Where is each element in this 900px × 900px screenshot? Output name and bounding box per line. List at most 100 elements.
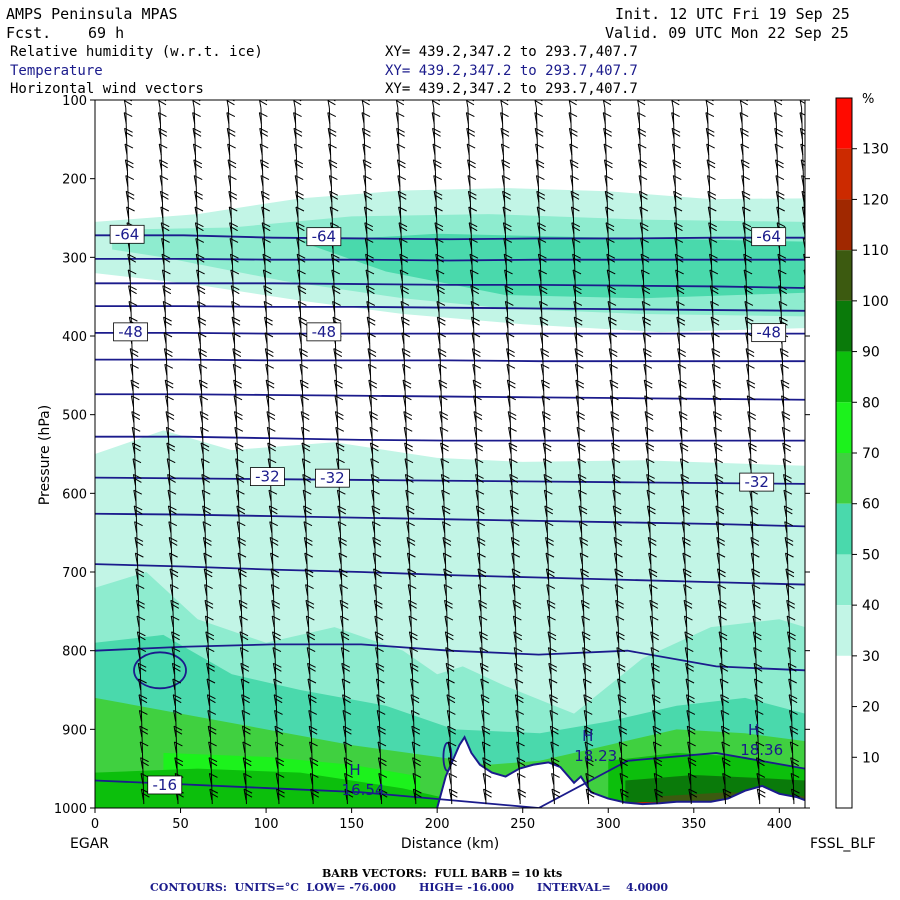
wind-barb-staff [275, 757, 279, 769]
wind-barb-flag [439, 395, 448, 401]
wind-barb-flag [506, 348, 515, 354]
wind-barb-flag [782, 458, 792, 464]
wind-barb-flag [746, 363, 755, 369]
wind-barb-flag [790, 741, 799, 747]
wind-barb-flag [343, 725, 352, 731]
wind-barb-half [227, 100, 235, 106]
wind-barb-staff [140, 773, 144, 785]
wind-barb-flag [137, 631, 146, 637]
wind-barb-flag [293, 112, 302, 118]
wind-barb-staff [653, 757, 657, 769]
wind-barb-flag [706, 143, 715, 149]
wind-barb-staff [272, 647, 276, 659]
wind-barb-staff [812, 600, 814, 611]
wind-barb-staff [482, 773, 486, 785]
wind-barb-flag [511, 536, 520, 542]
wind-barb-flag [271, 615, 281, 621]
wind-barb-half [466, 100, 475, 106]
wind-barb-flag [654, 788, 663, 794]
wind-barb-half [813, 573, 820, 577]
wind-barb-flag [507, 379, 516, 385]
wind-barb-staff [140, 789, 144, 801]
wind-barb-flag [237, 552, 247, 558]
wind-barb-flag [192, 127, 202, 133]
x-tick-label: 250 [510, 817, 535, 832]
wind-barb-flag [259, 112, 268, 118]
wind-barb-flag [787, 631, 796, 637]
wind-barb-flag [441, 474, 450, 479]
wind-barb-half [809, 416, 816, 420]
wind-barb-staff [705, 100, 708, 108]
wind-barb-flag [775, 175, 785, 180]
wind-barb-flag [306, 631, 315, 637]
wind-barb-flag [476, 505, 485, 511]
wind-barb-flag [550, 725, 559, 731]
wind-barb-staff [754, 678, 757, 691]
wind-barb-flag [266, 395, 275, 401]
wind-barb-staff [138, 710, 142, 722]
wind-barb-flag [807, 396, 815, 400]
wind-barb-staff [806, 333, 808, 344]
wind-barb-flag [577, 442, 586, 448]
wind-barb-staff [377, 726, 381, 738]
wind-barb-staff [479, 647, 483, 659]
wind-barb-flag [168, 536, 178, 542]
wind-barb-staff [447, 726, 451, 738]
wind-barb-flag [541, 395, 551, 401]
wind-barb-flag [714, 474, 724, 479]
wind-barb-flag [549, 694, 558, 700]
wind-barb-flag [404, 442, 413, 448]
barb-column-line [260, 107, 280, 805]
wind-barb-flag [271, 584, 280, 590]
wind-barb-staff [799, 100, 803, 108]
wind-barb-flag [748, 458, 758, 464]
field-name-rh: Relative humidity (w.r.t. ice) [10, 44, 263, 60]
contour-label-text: -64 [312, 228, 337, 246]
wind-barb-flag [788, 678, 797, 684]
wind-barb-flag [368, 395, 378, 401]
wind-barb-staff [208, 741, 212, 754]
wind-barb-staff [722, 789, 726, 801]
wind-barb-flag [799, 112, 805, 116]
wind-barb-flag [411, 710, 420, 715]
wind-barb-flag [474, 442, 483, 448]
wind-barb-flag [403, 395, 412, 401]
wind-barb-staff [813, 616, 815, 627]
wind-barb-flag [508, 442, 518, 448]
wind-barb-staff [637, 100, 640, 108]
wind-barb-flag [720, 694, 729, 700]
wind-barb-flag [687, 757, 697, 763]
wind-barb-staff [513, 631, 517, 643]
wind-barb-flag [193, 143, 202, 149]
wind-barb-flag [683, 584, 692, 590]
wind-barb-flag [165, 411, 175, 416]
wind-barb-flag [714, 458, 723, 464]
wind-barb-flag [810, 506, 818, 510]
wind-barb-flag [609, 348, 618, 354]
wind-barb-flag [300, 395, 309, 401]
wind-barb-staff [408, 631, 412, 643]
wind-barb-staff [788, 678, 792, 691]
wind-barb-flag [478, 599, 487, 605]
wind-barb-flag [242, 741, 252, 747]
wind-barb-flag [476, 536, 486, 542]
wind-barb-staff [687, 741, 691, 754]
wind-barb-flag [807, 380, 815, 384]
wind-barb-flag [774, 112, 783, 118]
wind-barb-flag [138, 694, 148, 700]
colorbar-unit: % [862, 92, 874, 107]
wind-barb-flag [547, 631, 557, 637]
wind-barb-staff [305, 600, 309, 612]
wind-barb-flag [131, 411, 141, 416]
wind-barb-flag [335, 411, 344, 416]
wind-barb-flag [377, 741, 387, 747]
wind-barb-flag [755, 741, 765, 747]
contour-label: -48 [306, 322, 342, 342]
wind-barb-staff [817, 789, 819, 800]
model-title: AMPS Peninsula MPAS [6, 5, 178, 23]
wind-barb-flag [237, 536, 246, 542]
wind-barb-flag [755, 725, 764, 731]
barb-column [671, 100, 698, 805]
wind-barb-flag [209, 772, 218, 778]
wind-barb-flag [583, 678, 592, 684]
